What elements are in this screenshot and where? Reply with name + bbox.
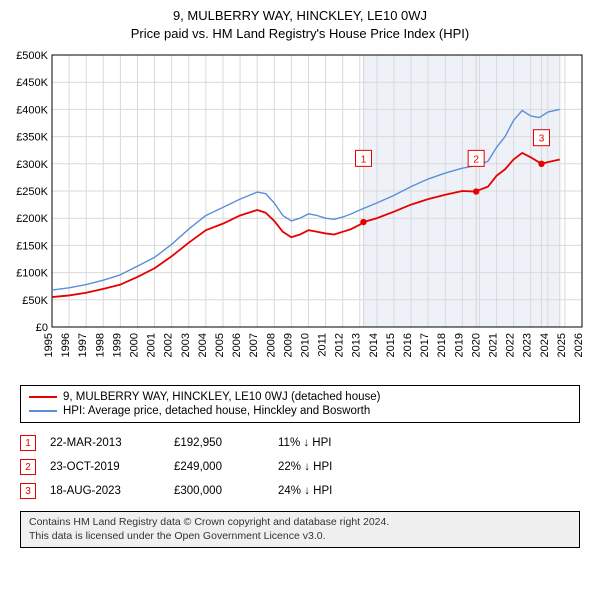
svg-text:3: 3 <box>539 134 545 145</box>
svg-text:2015: 2015 <box>385 333 397 357</box>
sale-pct: 24% ↓ HPI <box>278 485 398 497</box>
title-address: 9, MULBERRY WAY, HINCKLEY, LE10 0WJ <box>10 8 590 23</box>
chart-container: 9, MULBERRY WAY, HINCKLEY, LE10 0WJ Pric… <box>0 0 600 556</box>
sale-marker: 1 <box>20 435 36 451</box>
svg-text:2025: 2025 <box>556 333 568 357</box>
sale-pct: 22% ↓ HPI <box>278 461 398 473</box>
footer-attribution: Contains HM Land Registry data © Crown c… <box>20 511 580 548</box>
svg-text:2022: 2022 <box>505 333 517 357</box>
svg-text:2003: 2003 <box>180 333 192 357</box>
svg-text:£450K: £450K <box>16 77 48 89</box>
svg-text:£400K: £400K <box>16 104 48 116</box>
chart-area: £0 £50K £100K £150K £200K £250K £300K £350K £400… <box>10 47 590 377</box>
sale-row: 3 18-AUG-2023 £300,000 24% ↓ HPI <box>20 479 580 503</box>
sale-price: £300,000 <box>174 485 264 497</box>
svg-text:2002: 2002 <box>163 333 175 357</box>
legend-row: HPI: Average price, detached house, Hinc… <box>29 404 571 418</box>
footer-line2: This data is licensed under the Open Gov… <box>29 530 571 544</box>
svg-text:2017: 2017 <box>419 333 431 357</box>
sale-price: £249,000 <box>174 461 264 473</box>
sale-date: 22-MAR-2013 <box>50 437 160 449</box>
legend-swatch <box>29 410 57 412</box>
svg-text:2021: 2021 <box>488 333 500 357</box>
sale-marker: 2 <box>20 459 36 475</box>
svg-text:2020: 2020 <box>470 333 482 357</box>
svg-text:2004: 2004 <box>197 333 209 357</box>
svg-text:2001: 2001 <box>146 333 158 357</box>
svg-text:2006: 2006 <box>231 333 243 357</box>
sale-date: 18-AUG-2023 <box>50 485 160 497</box>
svg-text:2023: 2023 <box>522 333 534 357</box>
svg-text:£150K: £150K <box>16 240 48 252</box>
svg-text:2012: 2012 <box>334 333 346 357</box>
svg-text:1996: 1996 <box>60 333 72 357</box>
svg-text:£250K: £250K <box>16 186 48 198</box>
svg-text:£50K: £50K <box>22 295 48 307</box>
sale-row: 2 23-OCT-2019 £249,000 22% ↓ HPI <box>20 455 580 479</box>
svg-text:1995: 1995 <box>43 333 55 357</box>
sale-pct: 11% ↓ HPI <box>278 437 398 449</box>
svg-text:2018: 2018 <box>436 333 448 357</box>
svg-text:2024: 2024 <box>539 333 551 357</box>
svg-text:2: 2 <box>473 154 479 165</box>
sale-price: £192,950 <box>174 437 264 449</box>
legend-label: HPI: Average price, detached house, Hinc… <box>63 405 370 417</box>
sale-marker: 3 <box>20 483 36 499</box>
svg-text:£200K: £200K <box>16 213 48 225</box>
title-subtitle: Price paid vs. HM Land Registry's House … <box>10 26 590 41</box>
svg-text:2016: 2016 <box>402 333 414 357</box>
legend-row: 9, MULBERRY WAY, HINCKLEY, LE10 0WJ (det… <box>29 390 571 404</box>
price-chart: £0 £50K £100K £150K £200K £250K £300K £350K £400… <box>10 47 590 377</box>
title-block: 9, MULBERRY WAY, HINCKLEY, LE10 0WJ Pric… <box>10 8 590 41</box>
svg-text:2019: 2019 <box>453 333 465 357</box>
sale-date: 23-OCT-2019 <box>50 461 160 473</box>
legend-label: 9, MULBERRY WAY, HINCKLEY, LE10 0WJ (det… <box>63 391 380 403</box>
svg-text:1: 1 <box>361 154 367 165</box>
legend-swatch <box>29 396 57 398</box>
svg-text:2005: 2005 <box>214 333 226 357</box>
svg-text:£350K: £350K <box>16 132 48 144</box>
svg-text:2014: 2014 <box>368 333 380 357</box>
svg-text:1997: 1997 <box>77 333 89 357</box>
svg-text:1998: 1998 <box>94 333 106 357</box>
svg-text:2010: 2010 <box>299 333 311 357</box>
svg-text:£500K: £500K <box>16 50 48 62</box>
svg-text:2007: 2007 <box>248 333 260 357</box>
svg-text:2026: 2026 <box>573 333 585 357</box>
sales-table: 1 22-MAR-2013 £192,950 11% ↓ HPI 2 23-OCT-201… <box>20 431 580 503</box>
svg-text:2008: 2008 <box>265 333 277 357</box>
svg-text:2000: 2000 <box>128 333 140 357</box>
svg-text:1999: 1999 <box>111 333 123 357</box>
legend-box: 9, MULBERRY WAY, HINCKLEY, LE10 0WJ (det… <box>20 385 580 423</box>
footer-line1: Contains HM Land Registry data © Crown c… <box>29 516 571 530</box>
svg-text:2009: 2009 <box>282 333 294 357</box>
svg-text:2013: 2013 <box>351 333 363 357</box>
svg-text:2011: 2011 <box>317 333 329 357</box>
svg-text:£0: £0 <box>36 322 48 334</box>
svg-text:£300K: £300K <box>16 159 48 171</box>
svg-text:£100K: £100K <box>16 268 48 280</box>
sale-row: 1 22-MAR-2013 £192,950 11% ↓ HPI <box>20 431 580 455</box>
